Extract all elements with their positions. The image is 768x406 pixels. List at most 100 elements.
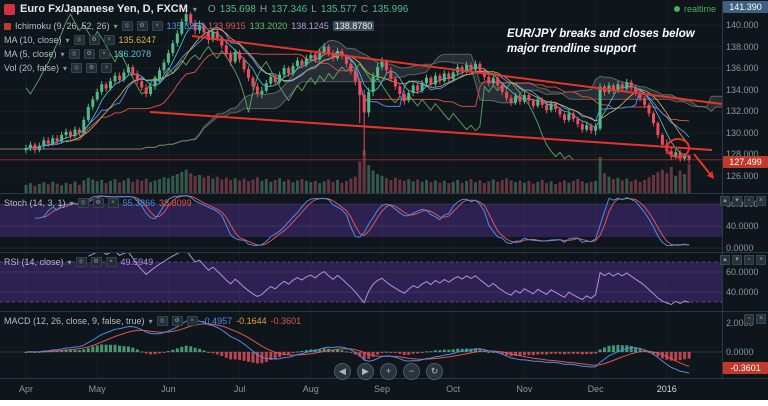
symbol-header: Euro Fx/Japanese Yen, D, FXCM ▾ O 135.698… — [4, 3, 408, 15]
realtime-status: realtime — [673, 4, 716, 14]
zoom-in-button[interactable]: + — [380, 363, 397, 380]
ohlc-label: H — [259, 3, 268, 15]
indicator-axis-label: 40.0000 — [726, 287, 759, 297]
symbol-title[interactable]: Euro Fx/Japanese Yen, D, FXCM — [20, 3, 188, 15]
indicator-settings-icon[interactable]: ⚙ — [88, 35, 100, 45]
trendline-upper[interactable] — [191, 35, 723, 105]
indicator-close-icon[interactable]: × — [103, 35, 115, 45]
indicator-value: 49.5949 — [120, 257, 154, 267]
chevron-down-icon[interactable]: ▾ — [63, 63, 68, 73]
price-axis-label: 140.000 — [726, 20, 759, 30]
indicator-visibility-icon[interactable]: ◎ — [71, 63, 83, 73]
indicator-visibility-icon[interactable]: ◎ — [156, 316, 168, 326]
move-pane-up-button[interactable]: ▴ — [720, 255, 730, 265]
indicator-value: 135.6247 — [118, 35, 157, 45]
indicator-settings-icon[interactable]: ⚙ — [83, 49, 95, 59]
move-pane-down-button[interactable]: ▾ — [732, 196, 742, 206]
indicator-legend: Ichimoku (9, 26, 52, 26) ▾ ◎ ⚙ × 135.8264 133.… — [4, 19, 375, 75]
indicator-color-swatch — [4, 22, 11, 30]
last-price-badge: 127.499 — [723, 156, 768, 168]
maximize-pane-button[interactable]: ▫ — [744, 196, 754, 206]
indicator-close-icon[interactable]: × — [98, 49, 110, 59]
symbol-dropdown-caret-icon[interactable]: ▾ — [192, 4, 197, 14]
indicator-title[interactable]: Vol (20, false) — [4, 63, 60, 73]
indicator-close-icon[interactable]: × — [186, 316, 198, 326]
kijun-line — [25, 53, 690, 150]
indicator-legend-row: Vol (20, false) ▾ ◎ ⚙ × — [4, 61, 374, 75]
price-axis-label: 138.000 — [726, 41, 759, 52]
chevron-down-icon[interactable]: ▾ — [148, 316, 153, 326]
chevron-down-icon[interactable]: ▾ — [67, 257, 72, 267]
main-pane-series — [0, 13, 722, 161]
indicator-title[interactable]: Ichimoku (9, 26, 52, 26) — [15, 21, 110, 31]
breakout-circle[interactable] — [666, 138, 690, 158]
indicator-title[interactable]: MA (5, close) — [4, 49, 57, 59]
maximize-pane-button[interactable]: ▫ — [744, 314, 754, 324]
indicator-value: 133.2020 — [249, 21, 288, 31]
indicator-settings-icon[interactable]: ⚙ — [171, 316, 183, 326]
indicator-visibility-icon[interactable]: ◎ — [68, 49, 80, 59]
realtime-dot-icon — [673, 6, 680, 12]
scroll-right-button[interactable]: ▶ — [357, 363, 374, 380]
indicator-value: 55.3866 — [122, 198, 156, 208]
move-pane-down-button[interactable]: ▾ — [732, 255, 742, 265]
indicator-close-icon[interactable]: × — [151, 21, 163, 31]
ohlc-value: 135.577 — [320, 3, 357, 15]
reset-view-button[interactable]: ↻ — [426, 363, 443, 380]
price-axis-label: 128.000 — [726, 149, 759, 160]
time-axis-label: Nov — [516, 384, 533, 394]
pane-buttons: ▴ ▾ ▫ × — [720, 255, 766, 265]
indicator-settings-icon[interactable]: ⚙ — [92, 198, 104, 208]
down-arrow[interactable] — [693, 153, 712, 176]
rsi-series — [0, 253, 722, 306]
indicator-value: -0.1644 — [236, 316, 267, 326]
indicator-value: 38.8099 — [159, 198, 192, 208]
scroll-left-button[interactable]: ◀ — [334, 363, 351, 380]
time-axis-label: 2016 — [656, 384, 677, 394]
indicator-visibility-icon[interactable]: ◎ — [121, 21, 133, 31]
indicator-visibility-icon[interactable]: ◎ — [77, 198, 89, 208]
trendline-support[interactable] — [149, 111, 713, 151]
maximize-pane-button[interactable]: ▫ — [744, 255, 754, 265]
indicator-legend-row: MA (5, close) ▾ ◎ ⚙ × 136.2078 — [4, 47, 374, 61]
chart-annotation-text[interactable]: EUR/JPY breaks and closes below major tr… — [507, 27, 695, 57]
chevron-down-icon[interactable]: ▾ — [69, 198, 74, 208]
time-axis-label: May — [88, 384, 106, 394]
ohlc-label: O — [207, 3, 216, 15]
close-pane-button[interactable]: × — [756, 196, 766, 206]
ohlc-value: 137.346 — [271, 3, 308, 15]
zoom-out-button[interactable]: − — [403, 363, 420, 380]
indicator-close-icon[interactable]: × — [101, 63, 113, 73]
pane-buttons: ▴ ▾ ▫ × — [720, 196, 766, 206]
move-pane-up-button[interactable]: ▴ — [720, 196, 730, 206]
indicator-settings-icon[interactable]: ⚙ — [90, 257, 102, 267]
user-drawings[interactable] — [149, 35, 723, 179]
chevron-down-icon[interactable]: ▾ — [60, 49, 65, 59]
indicator-title[interactable]: Stoch (14, 3, 1) — [4, 198, 66, 208]
macd-series — [0, 319, 722, 374]
indicator-axis-label: 0.0000 — [726, 347, 754, 357]
indicator-close-icon[interactable]: × — [105, 257, 117, 267]
close-pane-button[interactable]: × — [756, 314, 766, 324]
indicator-title[interactable]: RSI (14, close) — [4, 257, 64, 267]
ohlc-value: 135.996 — [372, 3, 409, 15]
indicator-title[interactable]: MACD (12, 26, close, 9, false, true) — [4, 316, 145, 326]
indicator-visibility-icon[interactable]: ◎ — [75, 257, 87, 267]
indicator-settings-icon[interactable]: ⚙ — [86, 63, 98, 73]
indicator-close-icon[interactable]: × — [107, 198, 119, 208]
pane-buttons: ▫ × — [744, 314, 766, 324]
indicator-settings-icon[interactable]: ⚙ — [136, 21, 148, 31]
stoch-series — [0, 194, 722, 249]
time-axis-label: Apr — [18, 384, 34, 394]
indicator-value: 138.1245 — [291, 21, 329, 31]
annotation-line-2: major trendline support — [507, 42, 637, 55]
close-pane-button[interactable]: × — [756, 255, 766, 265]
chevron-down-icon[interactable]: ▾ — [113, 21, 118, 31]
annotation-line-1: EUR/JPY breaks and closes below — [507, 28, 695, 40]
indicator-visibility-icon[interactable]: ◎ — [73, 35, 85, 45]
ichimoku-cloud — [0, 40, 722, 149]
indicator-title[interactable]: MA (10, close) — [4, 35, 62, 45]
chevron-down-icon[interactable]: ▾ — [65, 35, 70, 45]
